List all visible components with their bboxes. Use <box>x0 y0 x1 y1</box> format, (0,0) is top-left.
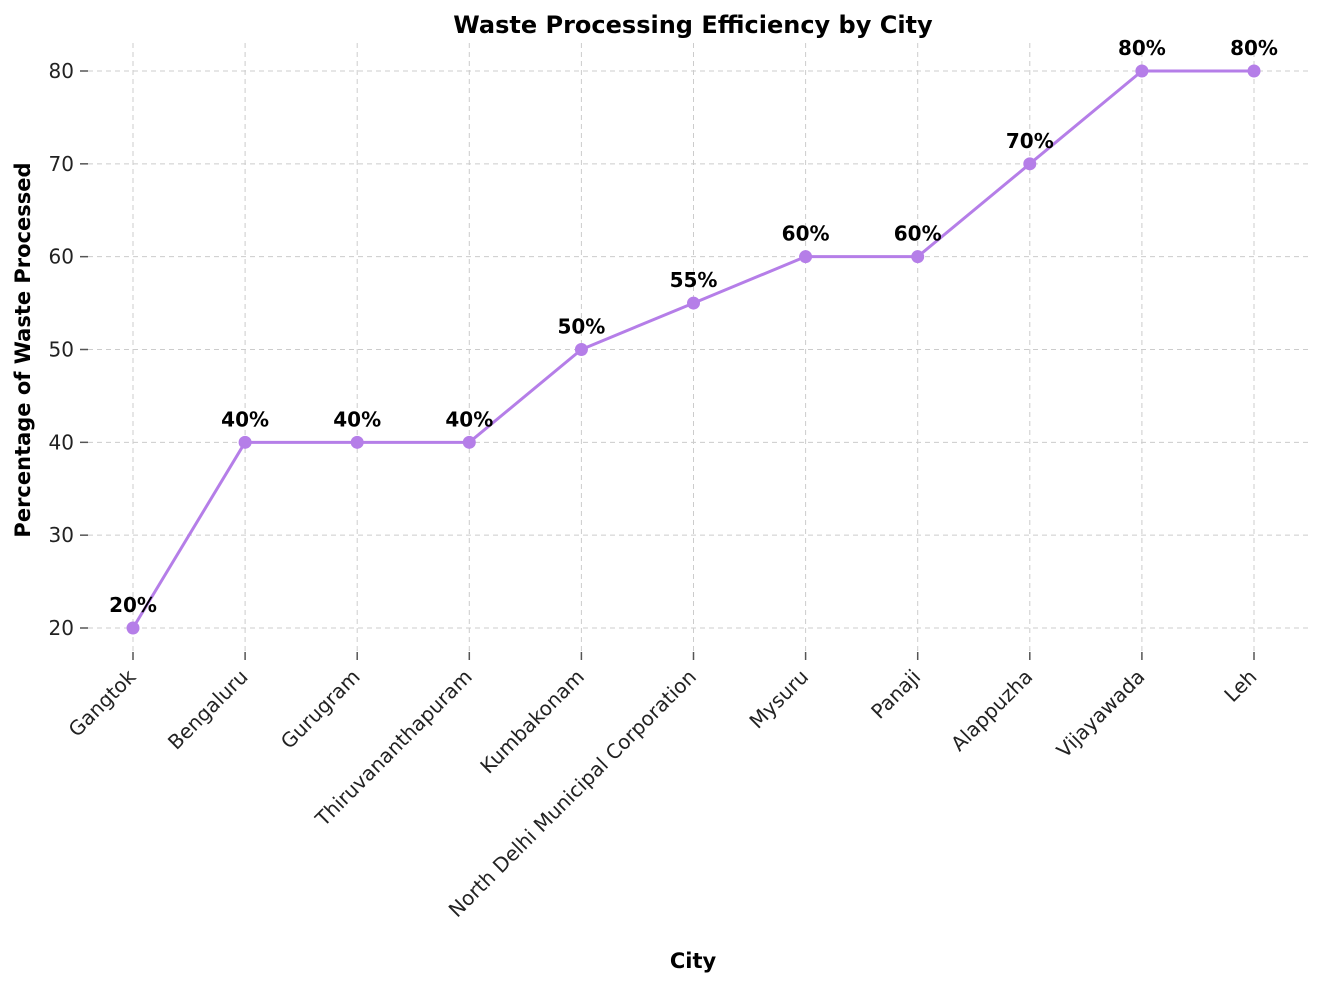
y-tick-label: 50 <box>49 338 74 362</box>
x-tick-label: North Delhi Municipal Corporation <box>444 665 701 922</box>
x-tick-label: Mysuru <box>744 665 813 734</box>
y-tick-label: 30 <box>49 523 74 547</box>
data-point <box>799 250 813 264</box>
x-tick-label: Bengaluru <box>163 665 253 755</box>
data-label: 60% <box>894 222 942 246</box>
data-point <box>687 296 700 310</box>
data-point <box>350 435 364 449</box>
data-label: 50% <box>557 315 605 339</box>
x-axis: Gangtok Bengaluru GurugramThiruvananthapur… <box>64 652 1262 922</box>
data-label: 40% <box>445 407 493 431</box>
x-tick-label: Kumbakonam <box>475 665 589 779</box>
chart-title: Waste Processing Efficiency by City <box>453 11 933 39</box>
data-label: 60% <box>782 222 830 246</box>
data-point <box>126 621 140 635</box>
data-label: 80% <box>1230 36 1278 60</box>
data-label: 40% <box>221 407 269 431</box>
data-point <box>574 343 588 356</box>
grid-lines <box>88 43 1310 652</box>
data-label: 20% <box>109 593 157 617</box>
data-point <box>911 250 925 264</box>
y-axis-label: Percentage of Waste Processed <box>11 162 35 537</box>
x-tick-label: Gurugram <box>276 665 365 754</box>
data-point <box>1135 64 1149 78</box>
y-tick-label: 60 <box>49 245 74 269</box>
y-tick-label: 80 <box>49 59 74 83</box>
x-axis-label: City <box>670 949 717 973</box>
data-label: 40% <box>333 407 381 431</box>
y-tick-label: 70 <box>49 152 74 176</box>
x-tick-label: Leh <box>1219 665 1261 707</box>
y-tick-label: 20 <box>49 616 74 640</box>
y-axis: 20 30 40 50 60 70 80 <box>49 59 88 640</box>
y-tick-label: 40 <box>49 430 74 454</box>
data-point <box>462 435 476 449</box>
x-tick-label: Panaji <box>866 665 925 724</box>
data-labels: 20% 40% 40% 40% 50% 55% 60% 60% 70% 80% 80% <box>109 36 1278 617</box>
x-tick-label: Gangtok <box>64 664 141 741</box>
data-point <box>238 435 252 449</box>
data-label: 80% <box>1118 36 1166 60</box>
data-label: 55% <box>670 268 718 292</box>
data-point <box>1247 64 1261 78</box>
data-point <box>1023 157 1037 171</box>
series-line <box>126 64 1261 635</box>
data-label: 70% <box>1006 129 1054 153</box>
x-tick-label: Vijayawada <box>1052 665 1150 763</box>
x-tick-label: Alappuzha <box>946 665 1037 756</box>
